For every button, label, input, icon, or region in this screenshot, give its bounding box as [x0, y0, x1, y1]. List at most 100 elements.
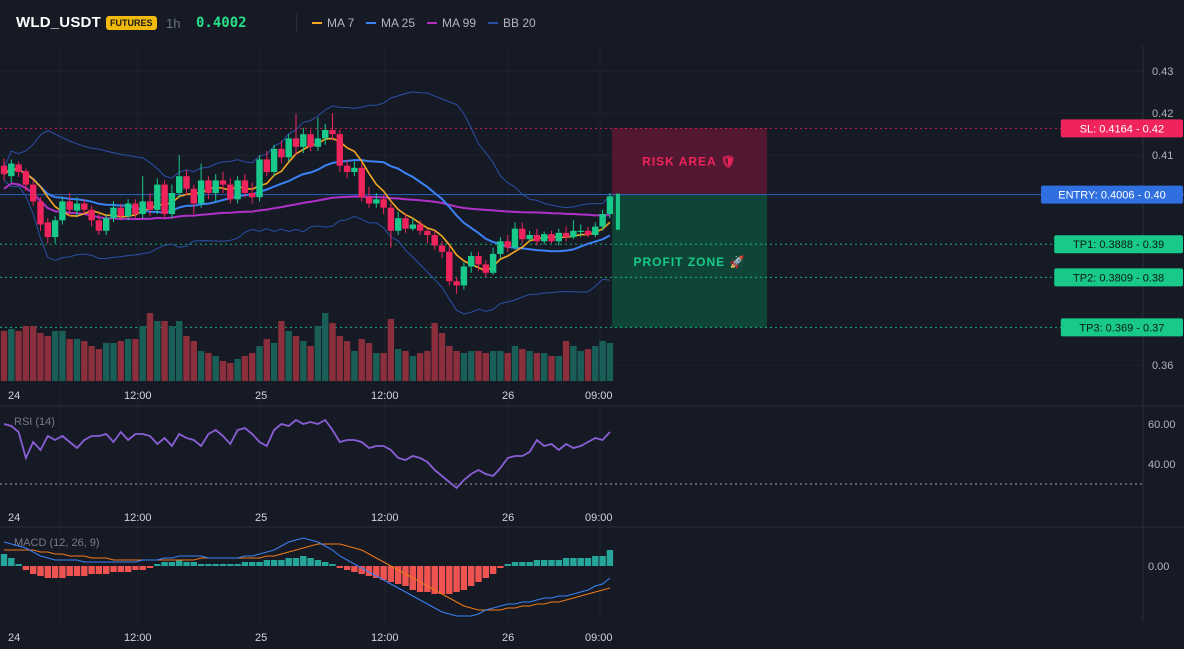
volume-bar [73, 339, 81, 381]
volume-bar [139, 326, 146, 381]
candle-body [117, 207, 124, 217]
candle-body [278, 148, 285, 158]
macd-histogram-bar [307, 558, 314, 566]
macd-histogram-bar [59, 566, 66, 578]
level-tag-sl [1060, 119, 1183, 138]
macd-histogram-bar [110, 566, 117, 572]
legend-ma25[interactable]: MA 25 [366, 16, 415, 30]
candle-body [300, 134, 307, 147]
candle-body [402, 218, 409, 229]
legend-ma7[interactable]: MA 7 [312, 16, 354, 30]
macd-histogram-bar [212, 564, 219, 566]
volume-bar [387, 319, 395, 381]
macd-histogram-bar [519, 562, 526, 566]
macd-histogram-bar [482, 566, 489, 578]
candle-body [219, 180, 227, 185]
level-label-entry: ENTRY: 0.4006 - 0.40 [1058, 190, 1165, 202]
candle-body [154, 184, 161, 210]
volume-bar [489, 351, 497, 381]
bb-swatch [488, 22, 498, 24]
candle-body [168, 193, 176, 214]
macd-histogram-bar [343, 566, 351, 570]
macd-tick-label: 0.00 [1148, 561, 1169, 573]
macd-histogram-bar [526, 562, 533, 566]
macd-histogram-bar [380, 566, 387, 580]
volume-bar [263, 339, 270, 381]
time-tick-label: 25 [255, 390, 267, 402]
volume-bar [30, 326, 37, 381]
volume-bar [358, 339, 365, 381]
macd-histogram-bar [431, 566, 438, 594]
macd-histogram-bar [263, 560, 270, 566]
candle-body [270, 148, 278, 172]
macd-histogram-bar [37, 566, 44, 576]
volume-bar [482, 353, 489, 381]
macd-panel: MACD (12, 26, 9) [0, 537, 614, 617]
volume-bar [424, 351, 431, 381]
timeframe-label[interactable]: 1h [166, 16, 181, 31]
volume-bar [592, 346, 599, 381]
macd-histogram-bar [468, 566, 475, 586]
legend-ma7-label: MA 7 [327, 16, 355, 30]
candle-body [380, 199, 387, 208]
candle-body [489, 253, 497, 273]
time-tick-label: 12:00 [371, 512, 399, 524]
time-tick-label: 12:00 [124, 512, 152, 524]
candle-body [336, 134, 343, 166]
macd-histogram-bar [424, 566, 431, 592]
legend-ma25-label: MA 25 [381, 16, 416, 30]
volume-bar [249, 353, 256, 381]
symbol-label[interactable]: WLD_USDT [16, 14, 101, 31]
volume-bar [373, 353, 380, 381]
volume-bar [314, 326, 322, 381]
volume-bar [365, 343, 373, 381]
volume-bar [15, 331, 22, 381]
volume-bar [497, 351, 504, 381]
candle-body [526, 235, 533, 240]
level-tag-tp3 [1060, 318, 1183, 337]
volume-bar [95, 349, 103, 381]
candle-body [395, 218, 402, 231]
macd-histogram-bar [249, 562, 256, 566]
macd-histogram-bar [599, 556, 606, 566]
volume-bar [146, 313, 154, 381]
macd-histogram-bar [154, 564, 161, 566]
macd-histogram-bar [0, 554, 8, 566]
time-tick-label: 26 [502, 632, 514, 644]
volume-bar [300, 341, 307, 381]
candle-body [37, 201, 44, 225]
volume-bar [161, 321, 168, 381]
indicator-lines [3, 91, 611, 315]
candle-body [285, 138, 292, 158]
candle-body [81, 203, 88, 210]
macd-histogram-bar [205, 564, 212, 566]
volume-bar [124, 339, 132, 381]
legend-bb20[interactable]: BB 20 [488, 16, 536, 30]
volume-bar [336, 336, 343, 381]
candle-body [358, 167, 365, 198]
macd-histogram-bar [584, 558, 592, 566]
level-labels: SL: 0.4164 - 0.42 ENTRY: 0.4006 - 0.40 TP1… [1041, 119, 1183, 337]
legend-ma99-label: MA 99 [442, 16, 477, 30]
macd-histogram-bar [541, 560, 548, 566]
candle-body [468, 256, 475, 267]
legend-ma99[interactable]: MA 99 [427, 16, 476, 30]
volume-bar [154, 321, 161, 381]
volume-bar [511, 346, 519, 381]
macd-histogram-bar [562, 558, 570, 566]
macd-histogram-bar [190, 562, 197, 566]
candle-body [606, 196, 614, 214]
volume-bar [322, 313, 329, 381]
candle-body [146, 201, 154, 210]
macd-histogram-bar [606, 550, 614, 566]
candle-body [314, 138, 322, 147]
macd-histogram-bar [256, 562, 263, 566]
rsi-title: RSI (14) [14, 416, 55, 428]
candle-body [44, 222, 51, 238]
volume-bar [475, 351, 482, 381]
macd-histogram-bar [402, 566, 409, 586]
macd-histogram-bar [73, 566, 81, 576]
candle-body [95, 220, 103, 231]
macd-histogram-bar [117, 566, 124, 572]
